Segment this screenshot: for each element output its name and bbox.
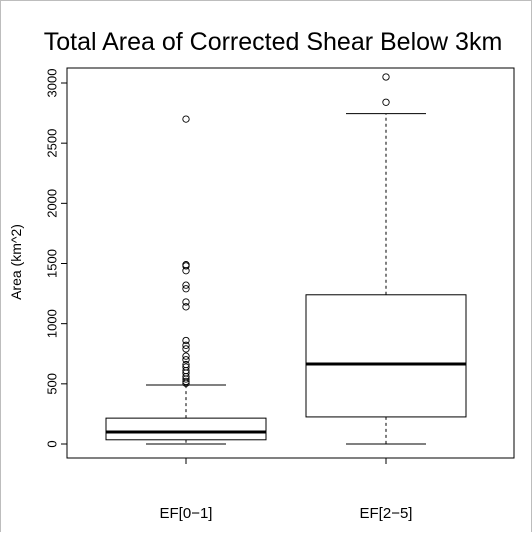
y-tick-label: 2500: [44, 129, 59, 158]
outlier-point: [182, 363, 190, 371]
outlier-point: [382, 98, 390, 106]
box-group: [305, 73, 467, 445]
y-tick-label: 1500: [44, 249, 59, 278]
outlier-point: [182, 285, 190, 293]
y-tick-label: 500: [44, 373, 59, 395]
y-axis: 0 500 1000 1500 2000 2500 3000: [44, 69, 67, 448]
outlier-point: [182, 352, 190, 360]
outlier-point: [182, 336, 190, 345]
outlier-point: [182, 341, 190, 349]
outlier-point: [382, 73, 390, 81]
outlier-point: [182, 345, 190, 353]
y-tick-label: 0: [44, 440, 59, 447]
x-category-label: EF[2−5]: [360, 505, 413, 522]
y-tick-label: 3000: [44, 69, 59, 98]
outlier-point: [182, 298, 190, 306]
outlier-point: [182, 360, 190, 369]
boxes: [105, 73, 467, 445]
chart-title: Total Area of Corrected Shear Below 3km: [44, 28, 503, 56]
y-axis-label: Area (km^2): [8, 224, 24, 300]
outlier-point: [182, 303, 190, 311]
y-tick-label: 2000: [44, 189, 59, 218]
box-group: [105, 115, 267, 445]
outlier-point: [182, 115, 190, 123]
box: [305, 294, 467, 418]
outlier-point: [182, 377, 190, 386]
x-axis: EF[0−1] EF[2−5]: [160, 458, 413, 522]
y-tick-label: 1000: [44, 309, 59, 338]
outlier-point: [182, 281, 190, 289]
x-category-label: EF[0−1]: [160, 505, 213, 522]
outlier-point: [182, 356, 190, 364]
outlier-point: [182, 261, 190, 269]
box: [105, 417, 267, 441]
